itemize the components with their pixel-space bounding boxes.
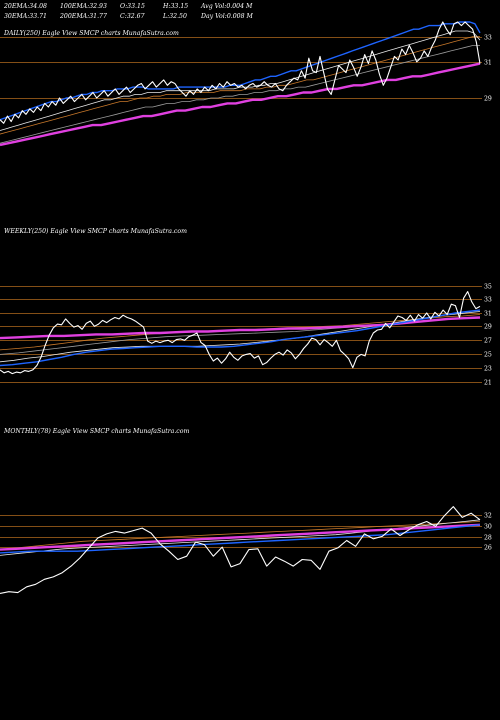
y-tick-label: 26 [484,545,492,552]
y-tick-label: 28 [484,535,492,542]
ema-fast-line [0,309,481,367]
ema-white-line [0,30,481,131]
daily-panel: DAILY(250) Eagle View SMCP charts Munafa… [0,21,492,147]
price-line [0,506,481,594]
y-tick-label: 33 [484,297,492,304]
monthly-panel-title: MONTHLY(78) Eagle View SMCP charts Munaf… [3,428,189,435]
ema-orange-line [0,36,480,135]
ema200-readout: 200EMA:31.77 [59,13,107,20]
close-readout: C:32.67 [120,13,145,20]
y-tick-label: 27 [484,338,492,345]
price-line [0,21,481,124]
y-tick-label: 35 [484,284,492,291]
high-readout: H:33.15 [162,3,188,10]
ema-gray-line [0,45,480,144]
weekly-panel: WEEKLY(250) Eagle View SMCP charts Munaf… [0,228,492,387]
ema100-readout: 100EMA:32.93 [60,3,107,10]
ema20-readout: 20EMA:34.08 [3,3,47,10]
y-tick-label: 23 [484,366,492,373]
y-tick-label: 29 [484,324,492,331]
y-tick-label: 21 [484,380,492,387]
low-readout: L:32.50 [162,13,187,20]
ema-fast-line [0,524,481,554]
open-readout: O:33.15 [120,3,145,10]
ema-orange-line [0,521,481,550]
y-tick-label: 25 [484,352,492,359]
y-tick-label: 31 [484,311,492,318]
y-tick-label: 32 [484,513,492,520]
ema-fast-line [0,21,481,121]
day-volume-readout: Day Vol:0.008 M [200,13,253,20]
avg-volume-readout: Avg Vol:0.004 M [200,3,253,10]
weekly-panel-title: WEEKLY(250) Eagle View SMCP charts Munaf… [4,228,187,235]
price-line [0,291,481,375]
y-tick-label: 31 [484,60,492,67]
ema-white-line [0,311,481,363]
ema-orange-line [0,314,481,351]
daily-panel-title: DAILY(250) Eagle View SMCP charts Munafa… [3,30,179,37]
indicator-header: 20EMA:34.08 100EMA:32.93 O:33.15 H:33.15… [3,3,253,20]
y-tick-label: 29 [484,96,492,103]
monthly-panel: MONTHLY(78) Eagle View SMCP charts Munaf… [0,428,492,594]
y-tick-label: 30 [484,524,492,531]
ema-long-line [0,62,481,147]
ema30-readout: 30EMA:33.71 [4,13,47,20]
y-tick-label: 33 [484,35,492,42]
ema-long-line [0,523,481,551]
